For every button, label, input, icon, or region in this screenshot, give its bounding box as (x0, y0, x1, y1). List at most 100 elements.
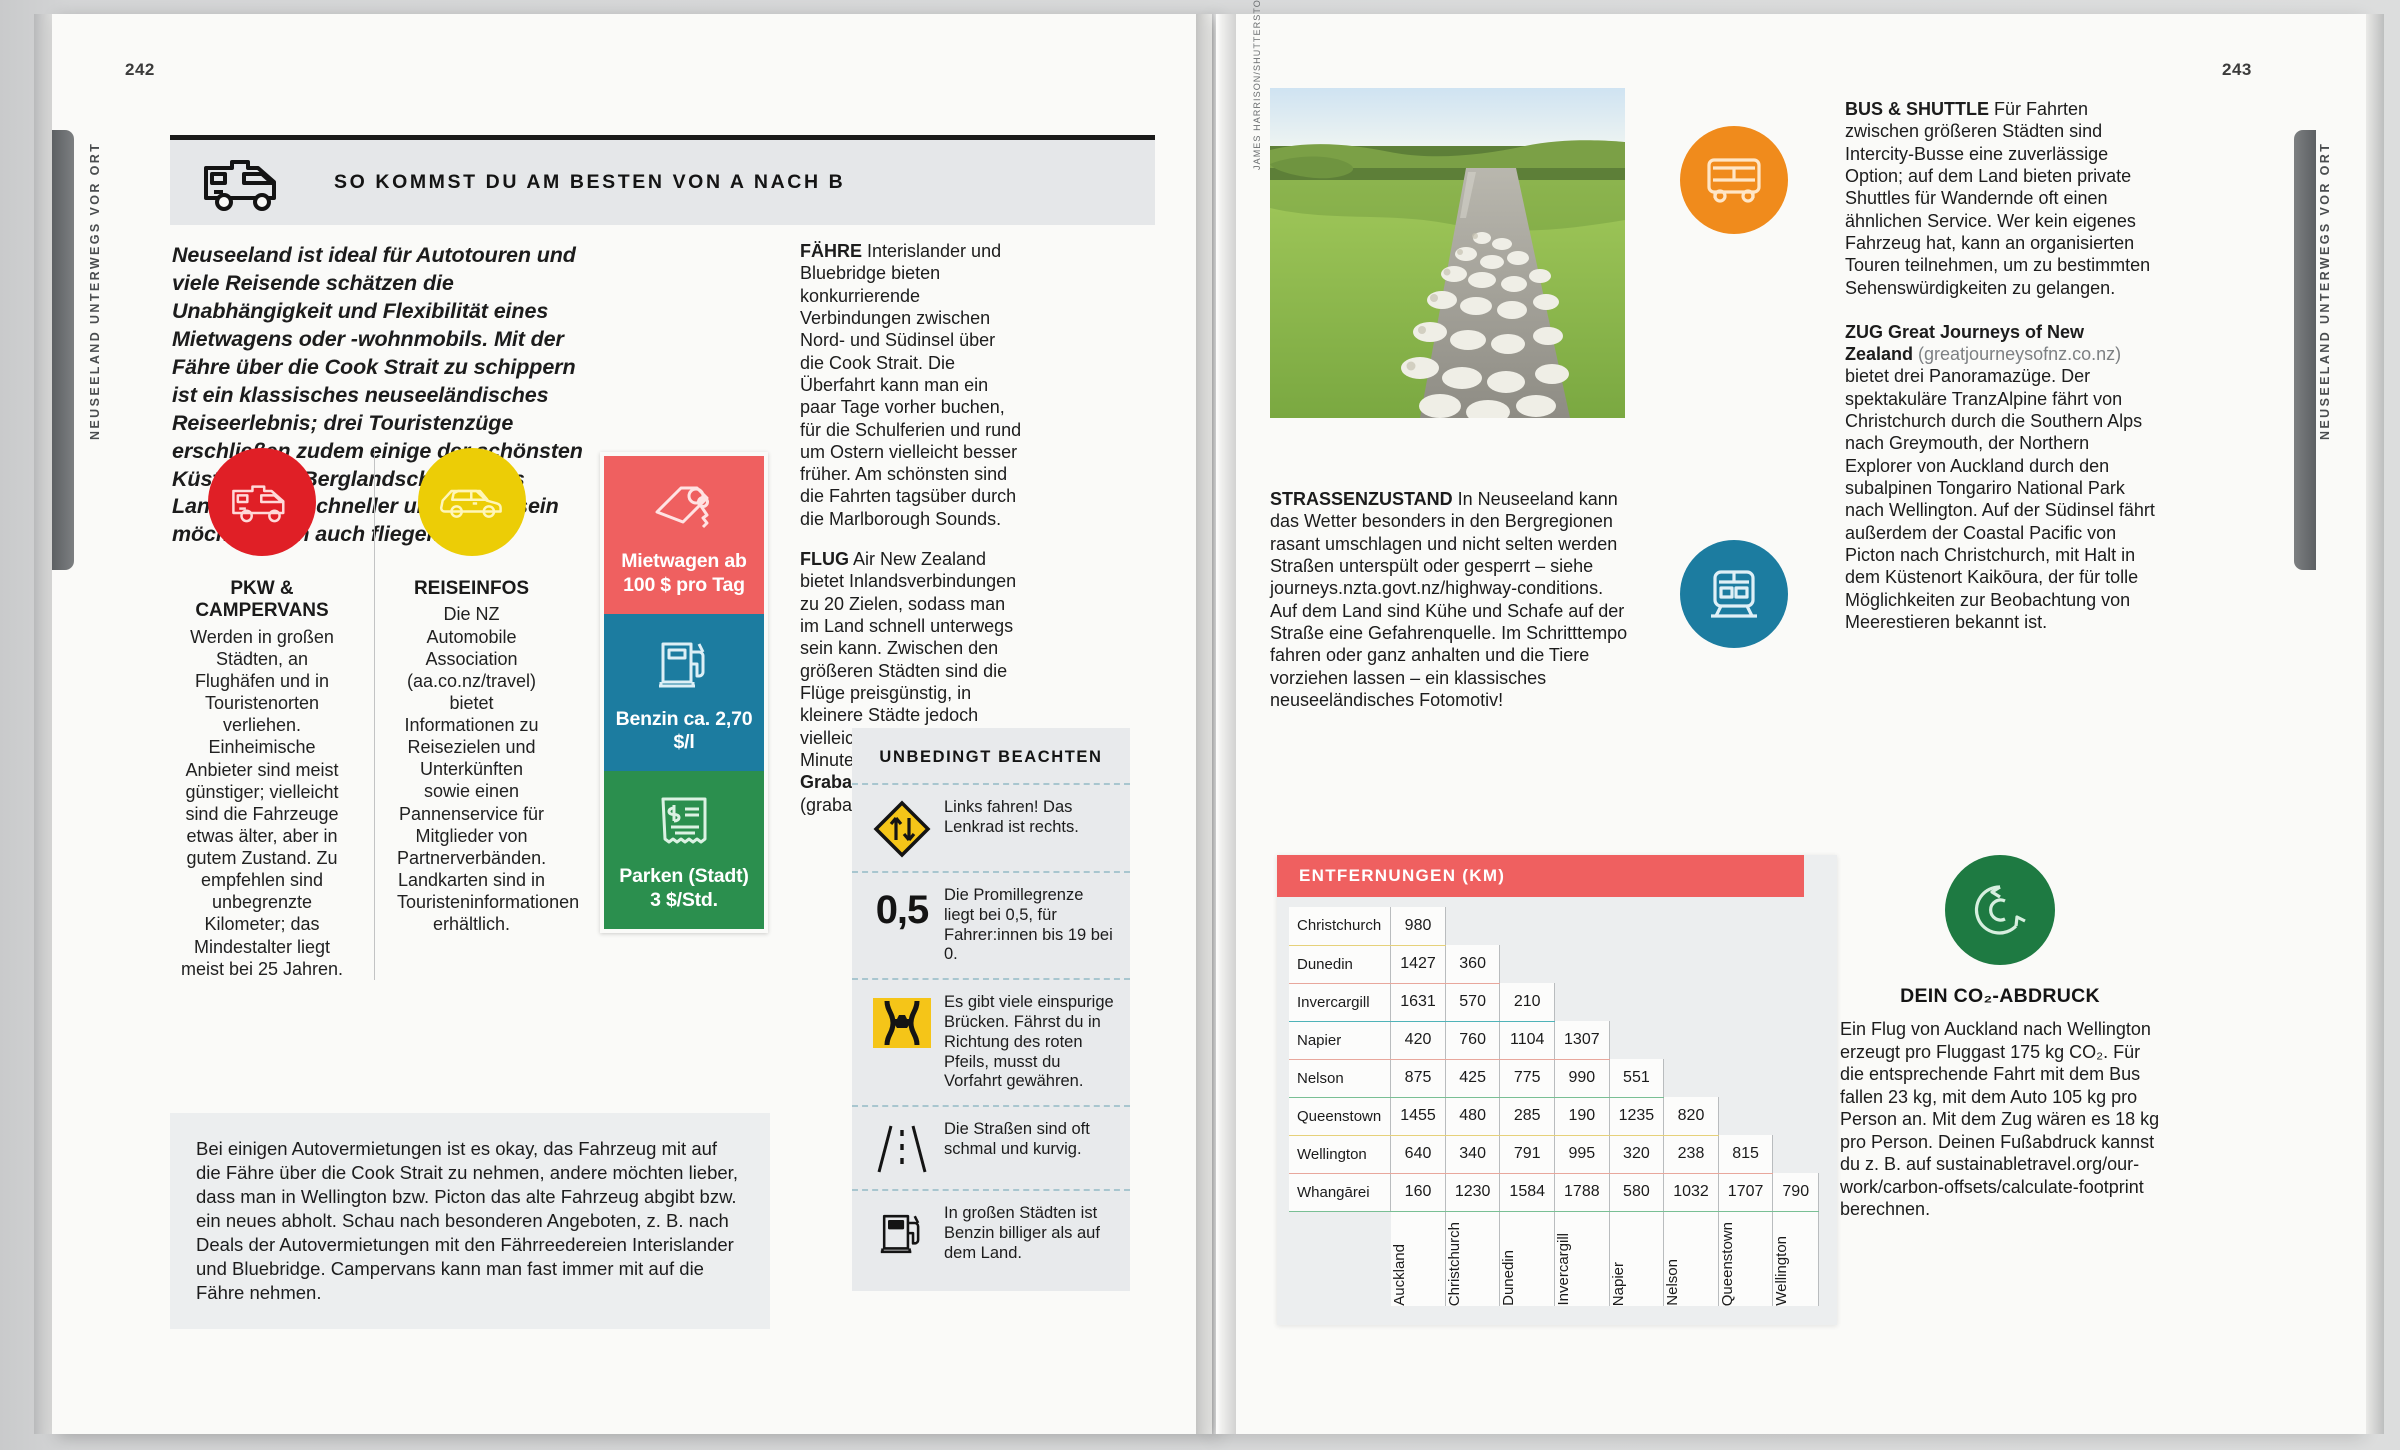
row-header: Wellington (1289, 1135, 1392, 1174)
folio-right: 243 (2222, 60, 2252, 79)
must-know-row: In großen Städten ist Benzin billiger al… (852, 1189, 1130, 1276)
row-header: Nelson (1289, 1059, 1392, 1098)
must-know-row: Die Straßen sind oft schmal und kurvig. (852, 1105, 1130, 1189)
empty-cell (1664, 945, 1719, 983)
two-way-traffic-sign-icon (860, 798, 944, 858)
price-box-rental: Mietwagen ab 100 $ pro Tag (604, 456, 764, 614)
distance-cell: 570 (1445, 983, 1501, 1022)
lead-in-faehre: FÄHRE (800, 241, 862, 261)
empty-cell (1772, 1135, 1819, 1173)
empty-cell (1609, 983, 1664, 1021)
icon-column-body: Die NZ Automobile Association (aa.co.nz/… (397, 604, 580, 935)
distance-cell: 1427 (1390, 945, 1446, 984)
distance-cell: 480 (1445, 1097, 1501, 1136)
row-header: Invercargill (1289, 983, 1392, 1022)
distance-cell: 420 (1390, 1021, 1446, 1060)
folio-left: 242 (125, 60, 155, 79)
distance-cell: 1230 (1445, 1173, 1501, 1212)
distance-cell: 775 (1499, 1059, 1556, 1098)
campervan-icon (200, 154, 290, 212)
column-header-label: Queenstown (1718, 1221, 1736, 1306)
empty-cell (1773, 983, 1819, 1021)
table-row: Wellington 640 340 791 995 320 238 815 (1289, 1135, 1819, 1174)
thumb-tab-left (52, 130, 74, 570)
empty-cell (1609, 907, 1664, 945)
empty-cell (1718, 1059, 1773, 1097)
must-know-heading: UNBEDINGT BEACHTEN (879, 748, 1103, 766)
price-box-label: Benzin ca. 2,70 $/l (615, 707, 753, 754)
distance-cell: 1032 (1663, 1173, 1719, 1212)
row-header: Napier (1289, 1021, 1392, 1060)
distance-cell: 1788 (1554, 1173, 1610, 1212)
photo-caption: STRASSENZUSTAND In Neuseeland kann das W… (1270, 489, 1628, 710)
distance-cell: 820 (1663, 1097, 1719, 1136)
distance-cell: 1104 (1499, 1021, 1556, 1060)
table-row: Christchurch 980 (1289, 907, 1819, 946)
column-header-row: Auckland Christchurch Dunedin Invercargill N… (1289, 1211, 1820, 1306)
table-row: Dunedin 1427 360 (1289, 945, 1819, 984)
must-know-text: Es gibt viele einspurige Brücken. Fährst… (944, 993, 1114, 1091)
distance-cell: 340 (1445, 1135, 1501, 1174)
must-know-text: Die Straßen sind oft schmal und kurvig. (944, 1120, 1090, 1158)
distance-cell: 815 (1718, 1135, 1774, 1174)
empty-cell (1773, 907, 1819, 945)
caption-lead-in: STRASSENZUSTAND (1270, 489, 1453, 509)
distance-cell: 360 (1445, 945, 1501, 984)
empty-cell (1773, 1059, 1819, 1097)
column-header: Invercargill (1554, 1211, 1610, 1306)
empty-cell (1663, 1059, 1719, 1097)
empty-cell (1444, 907, 1500, 945)
icon-column-group: PKW & CAMPERVANS Werden in großen Städte… (172, 448, 592, 980)
paragraph-bus-shuttle: BUS & SHUTTLE Für Fahrten zwischen größe… (1845, 99, 2151, 298)
empty-cell (1499, 945, 1555, 983)
running-head-left: NEUSEELAND UNTERWEGS VOR ORT (88, 141, 102, 440)
distance-cell: 1707 (1718, 1173, 1774, 1212)
page-edge-left (34, 14, 54, 1434)
co2-footprint-block: DEIN CO₂-ABDRUCK Ein Flug von Auckland n… (1840, 855, 2160, 1221)
winding-road-icon (860, 1120, 944, 1176)
empty-cell (1773, 945, 1819, 983)
distance-cell: 990 (1554, 1059, 1610, 1098)
must-know-row: 0,5 Die Promillegrenze liegt bei 0,5, fü… (852, 871, 1130, 978)
table-row: Queenstown 1455 480 285 190 1235 820 (1289, 1097, 1819, 1136)
section-title: SO KOMMST DU AM BESTEN VON A NACH B (334, 171, 846, 193)
blood-alcohol-limit-number: 0,5 (875, 888, 930, 932)
distance-cell: 995 (1554, 1135, 1610, 1174)
column-header: Nelson (1663, 1211, 1719, 1306)
distance-cell: 640 (1390, 1135, 1446, 1174)
bus-badge (1680, 126, 1788, 234)
empty-cell (1664, 1021, 1719, 1059)
campervan-badge (208, 448, 316, 556)
section-banner: SO KOMMST DU AM BESTEN VON A NACH B (170, 135, 1155, 225)
column-header: Napier (1609, 1211, 1665, 1306)
distance-cell: 791 (1499, 1135, 1556, 1174)
running-head-right: NEUSEELAND UNTERWEGS VOR ORT (2318, 141, 2332, 440)
must-know-text: In großen Städten ist Benzin billiger al… (944, 1204, 1100, 1262)
distance-cell: 160 (1390, 1173, 1446, 1212)
right-text-column: BUS & SHUTTLE Für Fahrten zwischen größe… (1845, 98, 2155, 655)
icon-column-title: PKW & CAMPERVANS (195, 578, 329, 622)
empty-cell (1718, 983, 1773, 1021)
price-fact-stack: Mietwagen ab 100 $ pro Tag Benzin ca. 2,… (600, 452, 768, 933)
empty-cell (1555, 907, 1610, 945)
column-header-label: Auckland (1390, 1244, 1408, 1306)
fuel-pump-icon (860, 1204, 944, 1262)
distance-cell: 551 (1609, 1059, 1665, 1098)
distance-cell: 980 (1390, 907, 1446, 946)
distance-cell: 1631 (1390, 983, 1446, 1022)
distance-cell: 875 (1390, 1059, 1446, 1098)
empty-cell (1554, 983, 1610, 1021)
paragraph-zug: ZUG Great Journeys of New Zealand (great… (1845, 321, 2155, 632)
lead-in-flug: FLUG (800, 549, 849, 570)
empty-cell (1555, 945, 1610, 983)
distance-cell: 790 (1772, 1173, 1820, 1212)
distance-cell: 1307 (1554, 1021, 1610, 1060)
price-box-label: Parken (Stadt) 3 $/Std. (619, 865, 749, 911)
co2-body: Ein Flug von Auckland nach Wellington er… (1840, 1019, 2160, 1219)
distance-cell: 580 (1609, 1173, 1665, 1212)
distance-cell: 238 (1663, 1135, 1719, 1174)
zug-url: (greatjourneysofnz.co.nz) (1913, 344, 2122, 365)
book-gutter (1196, 14, 1236, 1434)
icon-column-body: Werden in großen Städten, an Flughäfen u… (180, 626, 344, 979)
empty-cell (1718, 907, 1773, 945)
